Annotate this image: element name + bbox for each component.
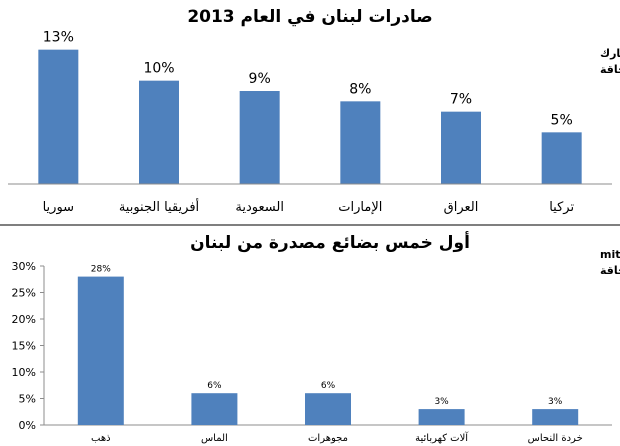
category-label: أفريقيا الجنوبية — [119, 198, 199, 215]
top-exported-goods-chart: أول خمس بضائع مصدرة من لبنان مصدر: mit.e… — [12, 231, 620, 444]
value-label: 28% — [91, 265, 111, 275]
y-tick-label: 0% — [19, 419, 36, 432]
category-label: الإمارات — [338, 200, 382, 215]
value-label: 5% — [551, 112, 573, 128]
bar — [139, 80, 179, 184]
category-label: مجوهرات — [308, 433, 348, 444]
y-axis-ticks: 0% 5% 10% 15% 20% 25% 30% — [12, 260, 44, 432]
y-tick-label: 5% — [19, 393, 36, 406]
category-label: تركيا — [549, 200, 574, 215]
value-label: 3% — [548, 397, 563, 407]
chart-separator — [0, 224, 620, 226]
category-label: خردة النحاس — [528, 433, 583, 444]
chart-title: صادرات لبنان في العام 2013 — [187, 7, 432, 27]
bar — [305, 393, 351, 425]
category-label: العراق — [444, 200, 479, 215]
bar — [541, 132, 582, 184]
value-label: 8% — [349, 81, 371, 97]
bar — [418, 409, 465, 425]
bars: 28% ذهب 6% الماس 6% مجوهرات 3% آلات كهربائية 3% خ… — [77, 265, 583, 444]
bar — [38, 49, 79, 184]
bar — [77, 276, 124, 425]
category-label: سوريا — [43, 200, 74, 215]
source-line-2: د.جاسم عجاقة — [600, 63, 620, 76]
bar — [191, 393, 238, 425]
category-label: ذهب — [91, 433, 111, 444]
bar — [532, 409, 579, 425]
exports-by-country-chart: صادرات لبنان في العام 2013 مصدر: الجمارك… — [8, 7, 620, 215]
source-line-1: مصدر: الجمارك — [600, 47, 620, 60]
value-label: 6% — [321, 381, 336, 391]
bar — [239, 91, 280, 184]
y-tick-label: 25% — [12, 287, 36, 300]
category-label: الماس — [201, 433, 228, 444]
bar — [340, 101, 381, 184]
source-line-2: د.جاسم عجاقة — [600, 264, 620, 277]
y-tick-label: 30% — [12, 260, 36, 273]
bar — [441, 111, 481, 184]
y-tick-label: 15% — [12, 340, 36, 353]
value-label: 3% — [434, 397, 449, 407]
source-line-1: مصدر: mit.edu — [600, 248, 620, 261]
category-label: آلات كهربائية — [415, 431, 469, 444]
category-label: السعودية — [235, 200, 284, 215]
y-tick-label: 10% — [12, 366, 36, 379]
value-label: 7% — [450, 92, 472, 108]
value-label: 13% — [43, 30, 74, 46]
y-tick-label: 20% — [12, 313, 36, 326]
bars: 13% سوريا 10% أفريقيا الجنوبية 9% السعودية 8% ا… — [38, 30, 582, 215]
value-label: 9% — [249, 71, 271, 87]
value-label: 10% — [143, 61, 174, 77]
chart-title: أول خمس بضائع مصدرة من لبنان — [190, 231, 470, 253]
value-label: 6% — [207, 381, 222, 391]
